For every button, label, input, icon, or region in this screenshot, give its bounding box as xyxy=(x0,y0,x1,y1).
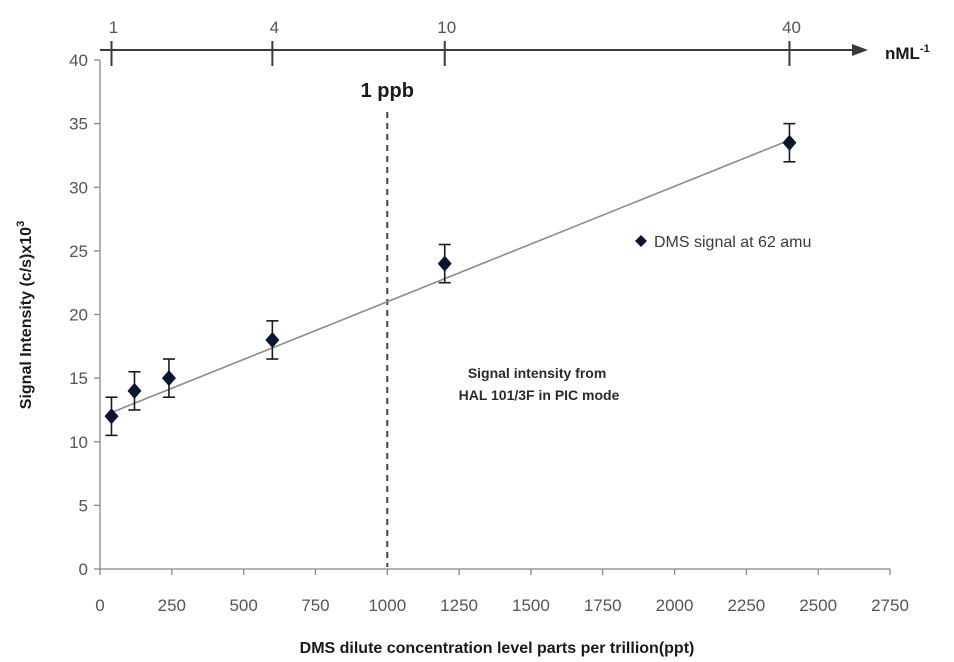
y-tick-label: 35 xyxy=(69,115,88,134)
top-axis-tick-label: 4 xyxy=(270,18,279,37)
data-point xyxy=(437,255,452,272)
chart-annotation: Signal intensity from HAL 101/3F in PIC … xyxy=(459,365,620,403)
x-tick-label: 750 xyxy=(301,596,329,615)
x-axis-title: DMS dilute concentration level parts per… xyxy=(300,640,695,657)
x-tick-label: 2250 xyxy=(727,596,765,615)
x-tick-label: 2000 xyxy=(656,596,694,615)
x-tick-label: 0 xyxy=(95,596,104,615)
y-tick-label: 10 xyxy=(69,433,88,452)
top-axis-unit-label: nML-1 xyxy=(885,43,930,63)
top-axis: 1 4 10 40 nML-1 xyxy=(100,18,930,66)
legend-diamond-marker xyxy=(635,235,647,247)
top-axis-tick-label: 1 xyxy=(109,18,118,37)
legend: DMS signal at 62 amu xyxy=(635,234,811,251)
y-tick-label: 30 xyxy=(69,178,88,197)
data-point xyxy=(127,382,142,399)
x-tick-label: 1250 xyxy=(440,596,478,615)
top-axis-arrowhead xyxy=(852,44,868,56)
y-axis-title-group: Signal Intensity (c/s)x103 xyxy=(15,221,35,409)
x-tick-label: 1500 xyxy=(512,596,550,615)
y-axis-title-superscript: 3 xyxy=(15,221,27,227)
y-axis-ticks: 0 5 10 15 20 25 30 35 40 xyxy=(69,51,100,579)
reference-line-label: 1 ppb xyxy=(361,80,414,102)
y-tick-label: 20 xyxy=(69,306,88,325)
legend-label: DMS signal at 62 amu xyxy=(654,234,811,251)
data-point xyxy=(782,134,797,151)
x-axis-ticks: 0 250 500 750 1000 1250 1500 1750 2000 2250 2500 27… xyxy=(95,569,909,615)
y-tick-label: 15 xyxy=(69,369,88,388)
y-axis-title-text: Signal Intensity (c/s)x10 xyxy=(18,227,35,409)
y-tick-label: 40 xyxy=(69,51,88,70)
x-tick-label: 1750 xyxy=(584,596,622,615)
top-axis-tick-label: 10 xyxy=(437,18,456,37)
y-tick-label: 25 xyxy=(69,242,88,261)
top-axis-unit-superscript: -1 xyxy=(920,43,930,55)
annotation-line-2: HAL 101/3F in PIC mode xyxy=(459,387,620,403)
y-tick-label: 5 xyxy=(79,496,88,515)
data-point xyxy=(265,331,280,348)
x-tick-label: 1000 xyxy=(368,596,406,615)
x-tick-label: 250 xyxy=(158,596,186,615)
y-axis-title: Signal Intensity (c/s)x103 xyxy=(15,221,35,409)
x-tick-label: 2750 xyxy=(871,596,909,615)
annotation-line-1: Signal intensity from xyxy=(468,365,606,381)
data-point xyxy=(104,408,119,425)
trendline xyxy=(111,139,790,414)
x-tick-label: 2500 xyxy=(799,596,837,615)
data-point xyxy=(161,370,176,387)
top-axis-unit-text: nML xyxy=(885,44,920,63)
series-dms-signal xyxy=(104,122,797,437)
x-tick-label: 500 xyxy=(229,596,257,615)
y-tick-label: 0 xyxy=(79,560,88,579)
top-axis-tick-label: 40 xyxy=(782,18,801,37)
